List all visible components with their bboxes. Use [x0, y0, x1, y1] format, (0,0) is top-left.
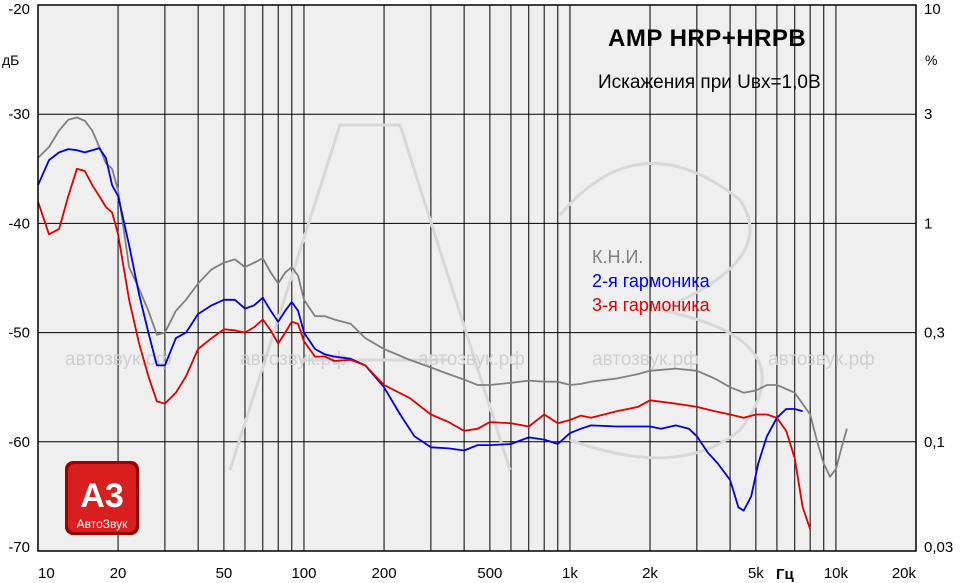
series: [37, 116, 848, 530]
y-left-tick-label: -60: [8, 434, 30, 451]
x-tick-label: 20: [110, 565, 127, 582]
x-tick-label: 5k: [748, 565, 764, 582]
plot-frame: [37, 4, 917, 552]
chart-title: AMP HRP+HRPB: [608, 25, 806, 52]
series-line-0: [37, 116, 848, 478]
x-tick-label: 100: [291, 565, 316, 582]
x-tick-label: 10: [38, 565, 55, 582]
y-right-tick-label: 0,03: [924, 539, 953, 556]
brand-logo-main: А3: [80, 477, 123, 515]
y-right-tick-label: 10: [924, 1, 941, 18]
legend-heading: К.Н.И.: [592, 247, 643, 267]
x-tick-label: 1k: [562, 565, 578, 582]
y-left-tick-label: -30: [8, 106, 30, 123]
watermark-text: автозвук.рф: [592, 349, 699, 370]
x-tick-label: 2k: [642, 565, 658, 582]
y-left-unit: дБ: [2, 52, 19, 68]
y-right-tick-label: 0,3: [924, 325, 945, 342]
x-tick-label: 10k: [824, 565, 849, 582]
brand-logo: А3 АвтоЗвук: [65, 461, 139, 535]
y-right-unit: %: [925, 52, 937, 68]
series-line-2: [37, 167, 812, 530]
y-left-tick-label: -50: [8, 325, 30, 342]
chart-subtitle: Искажения при Uвх=1,0В: [598, 72, 821, 93]
x-tick-label: 20k: [892, 565, 917, 582]
watermark-text: автозвук.рф: [418, 349, 525, 370]
x-tick-label: 200: [372, 565, 397, 582]
grid: [38, 5, 916, 551]
y-left-tick-label: -40: [8, 215, 30, 232]
x-tick-label: 50: [216, 565, 233, 582]
y-right-tick-label: 0,1: [924, 434, 945, 451]
legend: К.Н.И. 2-я гармоника 3-я гармоника: [592, 247, 711, 315]
plot-background: [38, 5, 916, 551]
x-unit: Гц: [776, 566, 795, 583]
y-right-tick-label: 3: [924, 106, 932, 123]
watermark-text: автозвук.рф: [768, 349, 875, 370]
x-tick-label: 500: [477, 565, 502, 582]
legend-entry-2nd-harmonic: 2-я гармоника: [592, 271, 711, 291]
y-left-tick-label: -70: [8, 539, 30, 556]
y-left-tick-label: -20: [8, 1, 30, 18]
legend-entry-3rd-harmonic: 3-я гармоника: [592, 295, 711, 315]
brand-logo-sub: АвтоЗвук: [77, 517, 129, 531]
watermark-text: автозвук.рф: [240, 349, 347, 370]
y-right-tick-label: 1: [924, 215, 932, 232]
